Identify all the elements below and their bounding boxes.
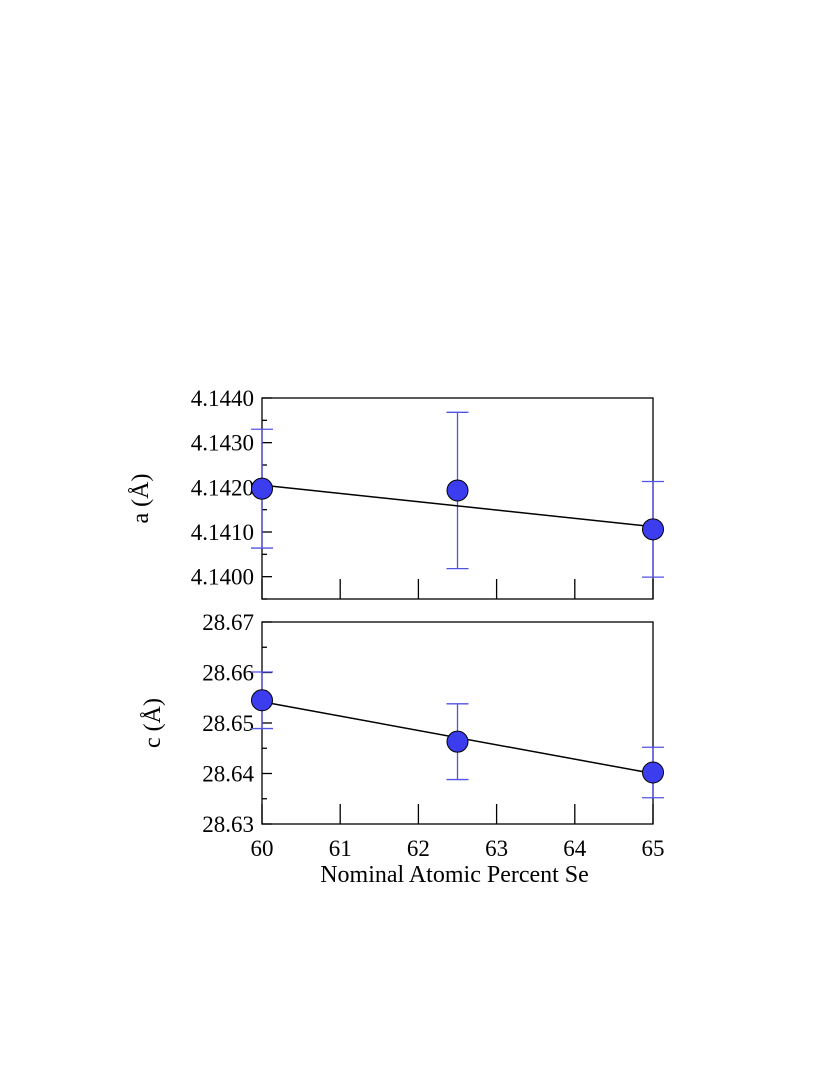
y-tick-label: 28.66 (202, 661, 254, 686)
data-point (446, 730, 469, 753)
data-point (642, 518, 664, 541)
x-tick-label: 62 (407, 836, 430, 861)
x-tick-label: 63 (485, 836, 508, 861)
x-tick-label: 61 (329, 836, 352, 861)
panel-c-lattice-parameter: 60 61 62 63 64 65 28.63 28.64 28.65 28.66 28.67 c (… (140, 610, 665, 888)
y-tick-label: 4.1400 (191, 565, 254, 590)
panel-a-lattice-parameter: 4.1400 4.1410 4.1420 4.1430 4.1440 a (Å) (128, 386, 664, 600)
fit-line (261, 484, 654, 528)
y-tick-label: 4.1410 (191, 520, 254, 545)
data-point (642, 761, 664, 784)
y-tick-label: 4.1430 (191, 431, 254, 456)
data-point (446, 479, 469, 502)
y-tick-label: 28.67 (202, 610, 254, 635)
y-tick-label: 28.63 (202, 812, 254, 837)
y-tick-label: 28.65 (202, 711, 254, 736)
y-tick-label: 4.1440 (191, 386, 254, 411)
y-axis-title: c (Å) (140, 698, 166, 748)
y-axis-title: a (Å) (128, 474, 154, 524)
y-tick-label: 28.64 (202, 762, 254, 787)
x-tick-label: 65 (642, 836, 665, 861)
y-tick-label: 4.1420 (191, 475, 254, 500)
data-point (251, 477, 273, 500)
data-point (251, 689, 273, 712)
x-tick-label: 64 (563, 836, 587, 861)
x-tick-label: 60 (251, 836, 274, 861)
x-axis-title: Nominal Atomic Percent Se (320, 862, 589, 888)
